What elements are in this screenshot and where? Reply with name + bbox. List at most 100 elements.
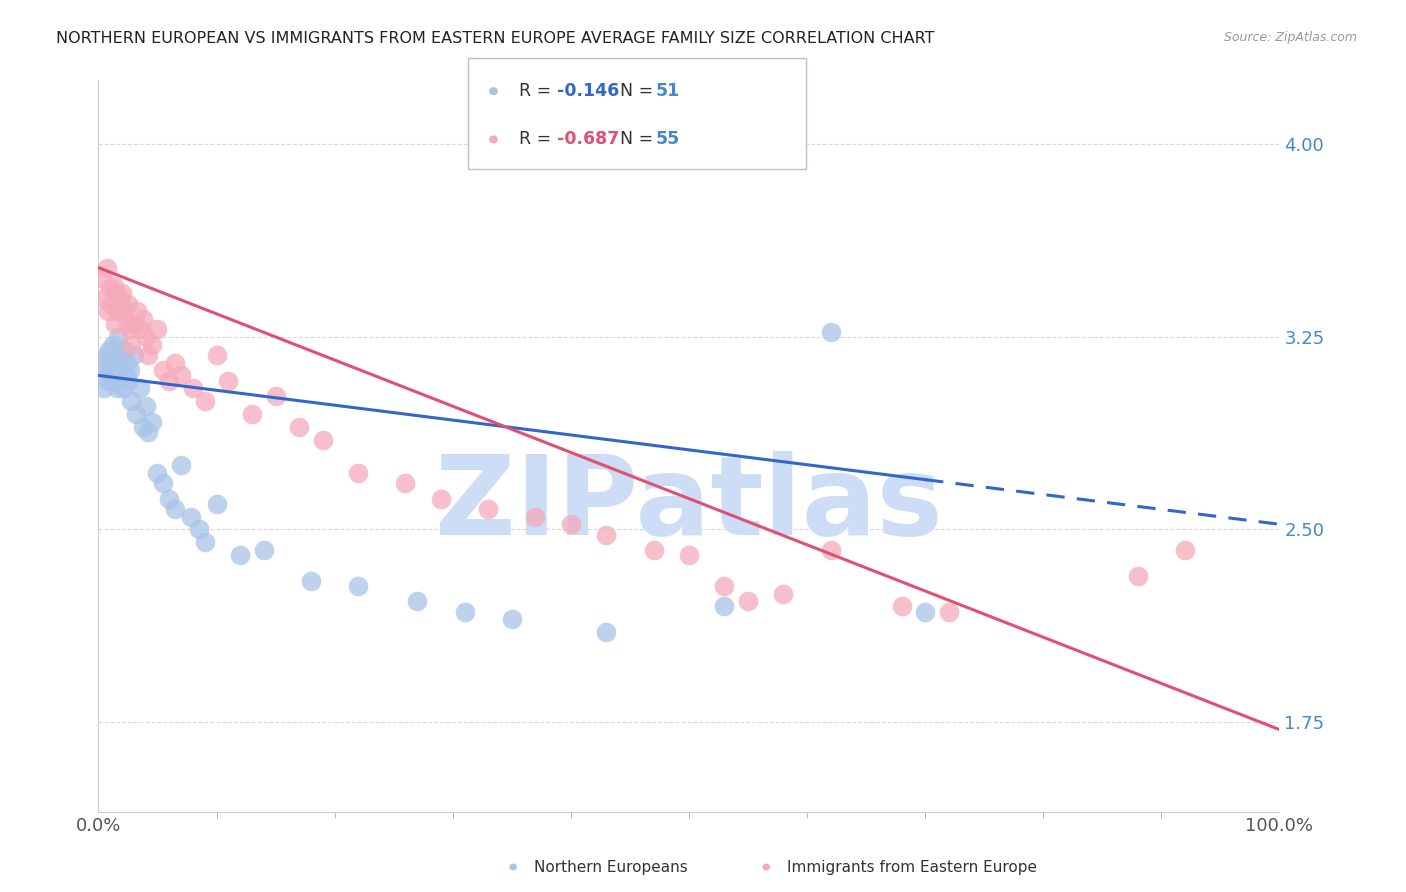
Text: N =: N =	[620, 130, 659, 148]
Point	[105, 381, 128, 395]
Point	[98, 343, 121, 357]
Point	[93, 292, 115, 306]
Point	[132, 419, 155, 434]
Point	[152, 363, 174, 377]
Point	[820, 543, 842, 558]
Point	[347, 579, 370, 593]
Point	[288, 419, 311, 434]
Point	[713, 579, 735, 593]
Point	[890, 599, 912, 614]
Point	[128, 322, 150, 336]
Point	[135, 330, 157, 344]
Text: Immigrants from Eastern Europe: Immigrants from Eastern Europe	[787, 860, 1038, 874]
Point	[678, 548, 700, 562]
Point	[217, 374, 239, 388]
Point	[524, 509, 547, 524]
Point	[93, 381, 115, 395]
Point	[105, 363, 128, 377]
Point	[104, 317, 127, 331]
Point	[170, 368, 193, 383]
Point	[157, 491, 180, 506]
Point	[91, 271, 114, 285]
Point	[117, 296, 139, 310]
Point	[115, 317, 138, 331]
Point	[938, 605, 960, 619]
Point	[914, 605, 936, 619]
Point	[121, 337, 143, 351]
Text: Northern Europeans: Northern Europeans	[534, 860, 688, 874]
Text: R =: R =	[519, 130, 557, 148]
Point	[107, 330, 129, 344]
Text: ZIPatlas: ZIPatlas	[434, 451, 943, 558]
Point	[141, 337, 163, 351]
Point	[187, 523, 209, 537]
Point	[1126, 568, 1149, 582]
Point	[100, 296, 122, 310]
Point	[253, 543, 276, 558]
Point	[430, 491, 453, 506]
Point	[97, 374, 120, 388]
Point	[91, 355, 114, 369]
Point	[170, 458, 193, 473]
Point	[240, 407, 263, 421]
Text: 55: 55	[655, 130, 679, 148]
Point	[737, 594, 759, 608]
Point	[477, 501, 499, 516]
Point	[112, 381, 135, 395]
Point	[111, 286, 134, 301]
Point	[120, 363, 142, 377]
Point	[103, 374, 125, 388]
Point	[165, 501, 187, 516]
Point	[117, 374, 139, 388]
Point	[111, 348, 134, 362]
Point	[112, 304, 135, 318]
Point	[98, 368, 121, 383]
Text: R =: R =	[519, 82, 557, 100]
Point	[110, 368, 132, 383]
Point	[713, 599, 735, 614]
Point	[98, 281, 121, 295]
Point	[595, 625, 617, 640]
Point	[103, 278, 125, 293]
Point	[112, 343, 135, 357]
Point	[406, 594, 429, 608]
Point	[394, 476, 416, 491]
Text: -0.687: -0.687	[557, 130, 619, 148]
Point	[165, 355, 187, 369]
Point	[97, 304, 120, 318]
Point	[595, 527, 617, 541]
Point	[157, 374, 180, 388]
Point	[110, 296, 132, 310]
Point	[104, 348, 127, 362]
Point	[772, 586, 794, 600]
Point	[122, 348, 145, 362]
Point	[128, 381, 150, 395]
Text: -0.146: -0.146	[557, 82, 619, 100]
Point	[453, 605, 475, 619]
Point	[136, 425, 159, 439]
Point	[125, 407, 148, 421]
Point	[136, 348, 159, 362]
Point	[146, 322, 169, 336]
Point	[205, 348, 228, 362]
Point	[105, 304, 128, 318]
Point	[820, 325, 842, 339]
Point	[100, 355, 122, 369]
Point	[94, 363, 117, 377]
Point	[205, 497, 228, 511]
Point	[132, 312, 155, 326]
Point	[180, 509, 202, 524]
Point	[115, 355, 138, 369]
Point	[299, 574, 322, 588]
Point	[152, 476, 174, 491]
Point	[120, 322, 142, 336]
Point	[141, 415, 163, 429]
Text: 51: 51	[655, 82, 679, 100]
Point	[135, 399, 157, 413]
Point	[229, 548, 252, 562]
Text: N =: N =	[620, 82, 659, 100]
Point	[114, 368, 136, 383]
Point	[146, 466, 169, 480]
Point	[560, 517, 582, 532]
Point	[127, 304, 149, 318]
